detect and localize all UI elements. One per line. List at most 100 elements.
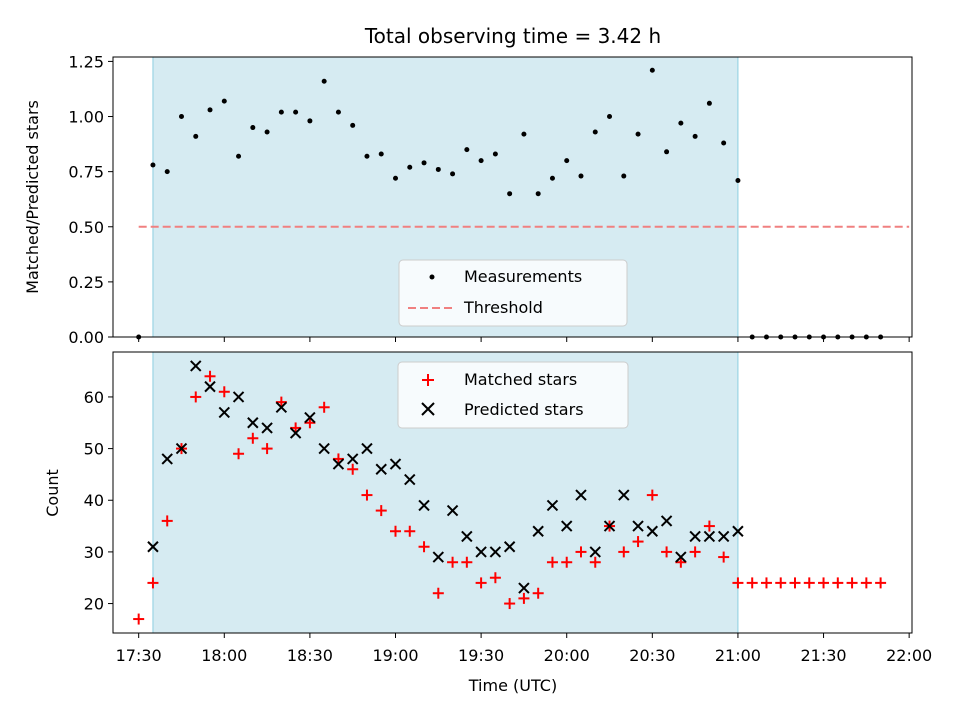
measurement-point	[678, 120, 684, 126]
matched-stars-points	[133, 370, 887, 625]
measurement-point	[592, 129, 598, 135]
top-legend-box	[398, 259, 628, 327]
matched-star-point	[875, 577, 887, 589]
predicted-star-point	[689, 530, 701, 543]
matched-star-point	[304, 417, 316, 429]
matched-star-point	[818, 577, 830, 589]
matched-star-point	[589, 556, 601, 568]
legend-measurements-label: Measurements	[464, 267, 582, 286]
matched-star-point	[532, 587, 544, 599]
x-tick-label: 22:00	[886, 646, 932, 665]
predicted-star-point	[546, 499, 559, 512]
measurement-point	[450, 171, 456, 177]
predicted-star-point	[218, 406, 230, 419]
measurement-point	[521, 131, 527, 137]
measurement-point	[692, 133, 698, 139]
x-tick-label: 20:00	[544, 646, 590, 665]
top-y-tick-label: 0.00	[68, 328, 104, 347]
matched-star-point	[133, 613, 145, 625]
x-tick-label: 21:30	[800, 646, 846, 665]
chart-title: Total observing time = 3.42 h	[364, 24, 661, 48]
matched-star-point	[632, 536, 644, 548]
matched-star-point	[561, 556, 573, 568]
measurement-point	[635, 131, 641, 137]
top-y-tick-label: 0.75	[68, 163, 104, 182]
top-axes-frame	[112, 56, 913, 338]
matched-star-point	[803, 577, 815, 589]
matched-star-point	[518, 592, 530, 604]
predicted-star-point	[361, 442, 373, 455]
x-tick-label: 21:00	[715, 646, 761, 665]
x-tick-label: 19:00	[372, 646, 418, 665]
predicted-star-point	[446, 504, 459, 517]
matched-star-point	[275, 396, 287, 408]
matched-star-point	[504, 598, 516, 610]
predicted-star-point	[732, 525, 744, 537]
legend-predicted-marker	[421, 402, 435, 416]
measurement-point	[435, 166, 441, 172]
measurement-point	[535, 191, 541, 197]
top-x-ticks	[138, 337, 910, 342]
measurement-point	[407, 164, 413, 170]
x-tick-label: 18:30	[287, 646, 333, 665]
matched-star-point	[361, 489, 373, 501]
matched-star-point	[190, 391, 202, 403]
predicted-star-point	[489, 546, 502, 558]
measurement-point	[250, 125, 256, 131]
matched-star-point	[404, 525, 416, 537]
matched-star-point	[746, 577, 758, 589]
top-y-axis-label: Matched/Predicted stars	[23, 100, 42, 294]
matched-star-point	[290, 422, 302, 434]
top-panel: 0.00 0.25 0.50 0.75 1.00 1.25 Total observing…	[23, 24, 913, 347]
matched-star-point	[760, 577, 772, 589]
legend-predicted-label: Predicted stars	[464, 400, 584, 419]
predicted-star-point	[175, 442, 188, 455]
matched-star-point	[247, 432, 259, 444]
predicted-star-point	[375, 463, 387, 475]
matched-star-point	[147, 577, 159, 589]
measurement-point	[721, 140, 727, 146]
bottom-x-ticks: 17:30 18:00 18:30 19:00 19:30 20:00 20:30 21:00…	[116, 633, 932, 665]
measurement-point	[278, 109, 284, 115]
matched-star-point	[675, 556, 687, 568]
measurement-point	[421, 160, 427, 166]
matched-star-point	[161, 515, 173, 527]
measurement-point	[578, 173, 584, 179]
top-y-tick-label: 1.00	[68, 108, 104, 127]
matched-star-point	[718, 551, 730, 563]
measurement-point	[150, 162, 156, 168]
predicted-star-point	[261, 422, 273, 434]
bottom-y-tick-label: 60	[84, 388, 104, 407]
matched-star-point	[218, 386, 230, 398]
matched-star-point	[390, 525, 402, 537]
bottom-y-tick-label: 50	[84, 440, 104, 459]
bottom-y-tick-label: 20	[84, 595, 104, 614]
matched-star-point	[375, 505, 387, 517]
x-tick-label: 18:00	[201, 646, 247, 665]
predicted-star-point	[318, 442, 330, 455]
measurement-point	[706, 100, 712, 106]
predicted-star-point	[646, 525, 659, 537]
measurement-point	[735, 177, 741, 183]
measurement-point	[478, 158, 484, 164]
predicted-star-point	[703, 530, 716, 543]
matched-star-point	[261, 443, 273, 455]
measurement-point	[307, 118, 313, 124]
matched-star-point	[461, 556, 473, 568]
matched-star-point	[846, 577, 858, 589]
top-y-tick-label: 0.25	[68, 273, 104, 292]
predicted-star-point	[632, 520, 644, 532]
predicted-star-point	[275, 401, 288, 413]
predicted-star-point	[204, 380, 216, 393]
matched-star-point	[418, 541, 430, 553]
predicted-star-point	[675, 551, 687, 563]
matched-star-point	[775, 577, 787, 589]
predicted-star-point	[289, 427, 302, 439]
predicted-star-point	[717, 530, 730, 543]
legend-matched-label: Matched stars	[464, 370, 577, 389]
legend-threshold-label: Threshold	[463, 298, 543, 317]
predicted-star-point	[161, 453, 173, 465]
top-legend: Measurements Threshold	[398, 259, 628, 327]
bottom-legend: Matched stars Predicted stars	[397, 361, 629, 429]
